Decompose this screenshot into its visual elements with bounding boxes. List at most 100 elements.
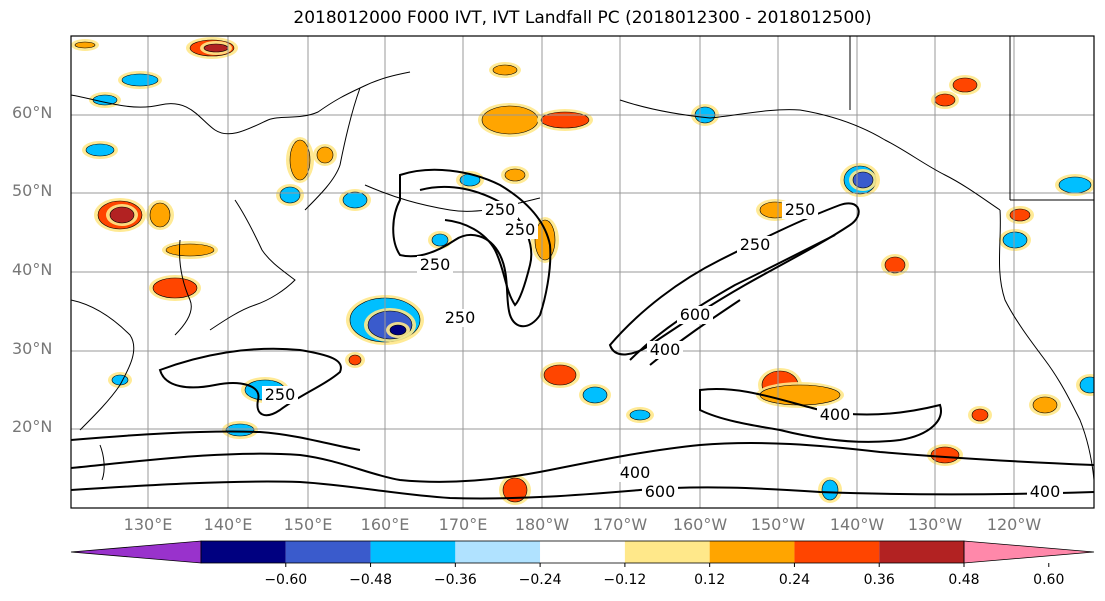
contour-label-bg (482, 201, 518, 219)
lat-label: 20°N (12, 417, 53, 436)
china-coastline (71, 299, 135, 431)
colorbar-segment (624, 541, 710, 563)
ivt-pc-patch (852, 171, 874, 189)
ivt-pc-patch (85, 143, 115, 157)
colorbar-tick-label: 0.24 (778, 572, 811, 588)
colorbar-tick-label: −0.24 (518, 572, 562, 588)
ivt-pc-patch (543, 364, 577, 386)
colorbar-segment (709, 541, 795, 563)
contour-line (608, 202, 860, 356)
contour-line (71, 441, 1094, 483)
colorbar-tick-label: 0.12 (694, 572, 726, 588)
ivt-pc-patch (1002, 231, 1028, 249)
colorbar-tick-label: −0.12 (603, 572, 647, 588)
lon-label: 120°W (986, 515, 1042, 534)
ivt-pc-patch (121, 73, 159, 87)
ivt-pc-patch (504, 168, 526, 182)
lon-label: 140°W (829, 515, 885, 534)
lon-label: 130°E (123, 515, 173, 534)
contour-label: 400 (650, 340, 681, 359)
colorbar-segment (879, 541, 964, 563)
contour-label: 400 (820, 405, 851, 424)
ivt-pc-patch (111, 374, 129, 386)
kamchatka-coastline (304, 87, 361, 211)
alaska-coastline (619, 99, 1001, 211)
contour-label-bg (737, 236, 773, 254)
ivt-pc-patch (930, 446, 960, 464)
contour-label-bg (782, 201, 818, 219)
ivt-pc-patch (884, 256, 906, 274)
lat-label: 50°N (12, 181, 53, 200)
contour-line (419, 185, 533, 307)
ivt-pc-patch (74, 41, 96, 49)
contour-line (71, 430, 361, 451)
lon-label: 180°W (514, 515, 570, 534)
ivt-pc-patch (540, 111, 590, 129)
lon-label: 150°E (283, 515, 333, 534)
colorbar-tick-label: −0.60 (264, 572, 308, 588)
ivt-pc-patch (1009, 208, 1031, 222)
contour-label-bg (617, 464, 653, 482)
coastlines (71, 36, 1094, 481)
ivt-pc-patch (431, 233, 449, 247)
colorbar-tick-label: −0.36 (433, 572, 477, 588)
colorbar-outline (200, 540, 965, 564)
north-america-coastline (998, 209, 1094, 481)
colorbar-segment (201, 541, 286, 563)
colorbar-extend-high (963, 540, 1095, 564)
ivt-pc-patch (502, 477, 528, 503)
colorbar-segment (794, 541, 880, 563)
ivt-pc-patch (342, 191, 368, 209)
ivt-pc-patch (109, 206, 135, 224)
contour-label: 600 (645, 482, 676, 501)
contour-label: 400 (620, 463, 651, 482)
contour-label-bg (677, 306, 713, 324)
contour-label: 250 (265, 385, 296, 404)
contour-label-bg (417, 256, 453, 274)
colorbar-tick-label: −0.48 (349, 572, 392, 588)
contour-label-bg (642, 483, 678, 501)
contour-label: 600 (680, 305, 711, 324)
ivt-pc-patch (152, 277, 198, 299)
ivt-pc-patch (952, 77, 978, 93)
colorbar-segment (455, 541, 541, 563)
canada-border (849, 36, 1094, 201)
ivt-pc-patch (1032, 396, 1058, 414)
ivt-pc-patch (279, 186, 301, 204)
contour-label-bg (817, 406, 853, 424)
lat-label: 60°N (12, 103, 53, 122)
lat-label: 40°N (12, 260, 53, 279)
map-title: 2018012000 F000 IVT, IVT Landfall PC (20… (293, 8, 872, 28)
ivt-pc-patch (165, 243, 215, 257)
contour-label: 250 (420, 255, 451, 274)
map-frame (70, 35, 1095, 509)
ivt-pc-patch (348, 354, 362, 366)
ivt-pc-patch (629, 409, 651, 421)
ivt-pc-patch (316, 146, 334, 164)
contour-label: 250 (740, 235, 771, 254)
japan-coastline (209, 199, 296, 331)
lon-label: 170°W (592, 515, 648, 534)
colorbar-segment (285, 541, 371, 563)
colorbar-segment (370, 541, 456, 563)
ivt-pc-patch (821, 479, 839, 501)
ivt-contours (71, 168, 1094, 500)
colorbar-tick-label: 0.36 (863, 572, 895, 588)
ivt-pc-patch (225, 423, 255, 437)
colorbar-extend-low (70, 540, 202, 564)
taiwan-coastline (99, 444, 105, 481)
contour-label: 400 (1030, 482, 1061, 501)
ivt-pc-patch (492, 64, 518, 76)
colorbar-tick-label: 0.48 (948, 572, 980, 588)
lon-label: 130°W (907, 515, 963, 534)
contour-label: 250 (785, 200, 816, 219)
lat-label: 30°N (12, 339, 53, 358)
ivt-pc-patch (1058, 176, 1092, 194)
ivt-pc-patch (481, 105, 539, 135)
contour-line (699, 388, 942, 443)
contour-line (392, 168, 552, 328)
lon-label: 140°E (203, 515, 253, 534)
contour-line (158, 347, 342, 417)
contour-label-bg (262, 386, 298, 404)
